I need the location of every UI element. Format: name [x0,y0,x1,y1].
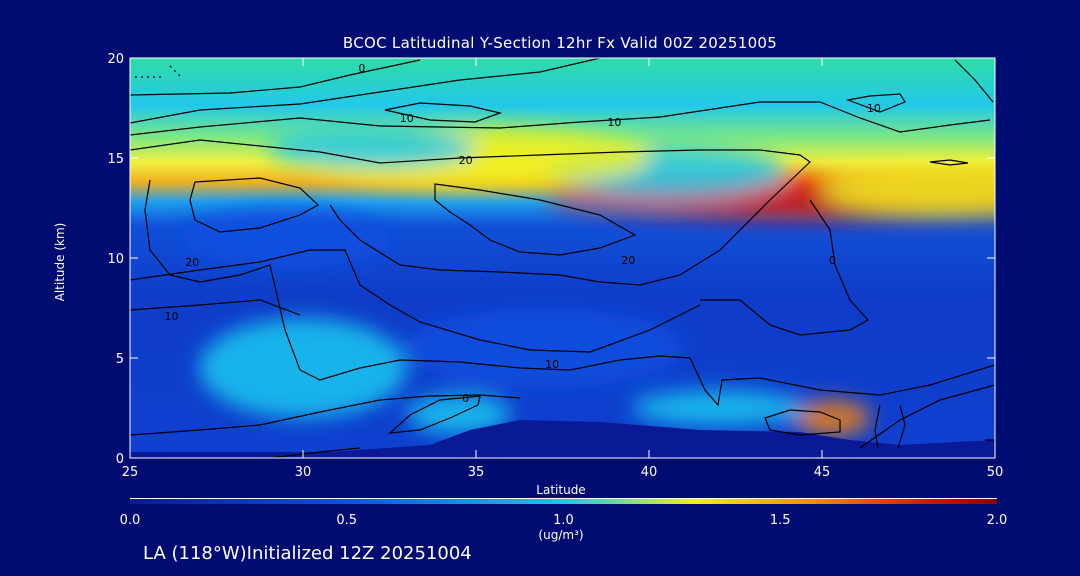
colorbar-units: (ug/m³) [538,528,584,542]
contour-line [130,249,701,353]
y-tick-label: 0 [116,452,124,467]
colorbar-ticks: 0.0 0.5 1.0 1.5 2.0 [120,513,1008,528]
contour-line [700,199,869,336]
contour-label: 20 [185,256,199,269]
contour-line [859,384,995,449]
contour-line [434,183,637,256]
x-tick-label: 40 [641,465,658,480]
footer-text: LA (118°W)Initialized 12Z 20251004 [143,543,472,564]
contour-label: 10 [165,310,179,323]
contour-line [130,139,811,286]
contour-label: 10 [867,102,881,115]
y-axis: 0 5 10 15 20 [107,52,995,467]
y-axis-label: Altitude (km) [53,222,67,302]
contour-line [130,58,601,124]
contour-line [874,404,881,449]
contour-line [384,102,503,123]
concentration-blob [822,166,995,214]
x-tick-label: 25 [122,465,139,480]
contour-line [388,395,481,434]
concentration-blob [631,390,805,426]
concentration-blob [268,128,477,168]
contour-label: 10 [400,112,414,125]
x-tick-label: 35 [468,465,485,480]
contour-line-dotted [135,65,181,78]
x-tick-label: 45 [814,465,831,480]
contour-line [954,59,994,103]
x-tick-label: 30 [295,465,312,480]
colorbar [130,499,997,504]
contour-line [130,101,991,136]
contour-line [189,177,320,233]
contour-line [897,404,906,449]
colorbar-tick-label: 2.0 [987,513,1008,528]
concentration-blob [181,208,390,268]
concentration-field [181,128,995,436]
y-tick-label: 10 [107,252,124,267]
concentration-blob [199,318,407,418]
terrain-mask [130,420,995,458]
contour-line [845,93,906,113]
colorbar-tick-label: 1.5 [770,513,791,528]
contour-line [130,394,521,436]
colorbar-tick-label: 0.5 [336,513,357,528]
contour-label: 0 [462,392,469,405]
contour-label: 0 [829,254,836,267]
contour-line [130,299,301,316]
concentration-blob [406,308,684,388]
contour-label: 10 [545,358,559,371]
chart-title: BCOC Latitudinal Y-Section 12hr Fx Valid… [342,34,778,52]
plot-area: 0 10 10 10 20 20 20 10 10 0 0 [130,58,995,458]
y-tick-label: 20 [107,52,124,67]
y-tick-label: 15 [107,152,124,167]
contour-line [929,159,969,166]
contour-line [269,447,361,458]
concentration-blob [794,400,871,436]
contour-label: 10 [607,116,621,129]
contour-label: 20 [621,254,635,267]
colorbar-tick-label: 0.0 [120,513,141,528]
contour-line [130,59,421,96]
contour-line [144,179,995,407]
colorbar-tick-label: 1.0 [553,513,574,528]
x-tick-label: 50 [987,465,1004,480]
x-axis-label: Latitude [536,483,586,497]
contour-label: 20 [459,154,473,167]
y-tick-label: 5 [116,352,124,367]
x-axis: 25 30 35 40 45 50 [122,58,1004,480]
contour-lines [130,58,995,458]
contour-label: 0 [358,62,365,75]
contour-line [764,409,841,436]
contour-labels: 0 10 10 10 20 20 20 10 10 0 0 [165,62,881,405]
